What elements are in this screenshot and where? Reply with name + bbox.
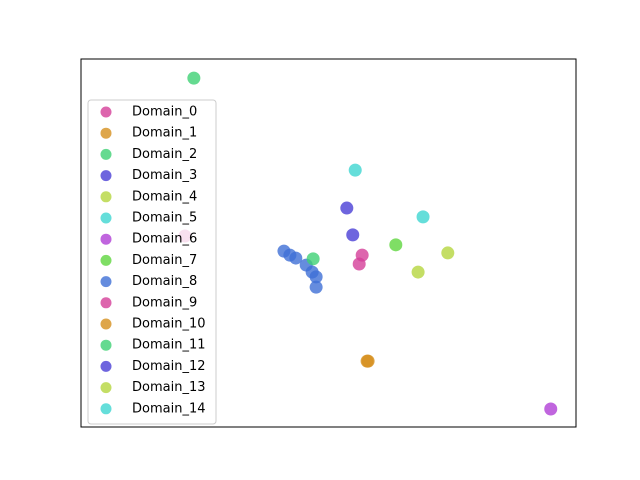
- point: [289, 251, 303, 265]
- point: [340, 201, 354, 215]
- point: [416, 210, 430, 224]
- legend-marker: [100, 382, 112, 394]
- legend-marker: [100, 360, 112, 372]
- legend-marker: [100, 276, 112, 288]
- legend-label: Domain_14: [132, 401, 206, 416]
- legend-marker: [100, 148, 112, 160]
- plot-frame: [80, 58, 577, 428]
- legend-label: Domain_13: [132, 380, 206, 395]
- legend-marker: [100, 106, 112, 118]
- legend-label: Domain_5: [132, 211, 197, 226]
- legend-label: Domain_7: [132, 253, 197, 268]
- legend-marker: [100, 254, 112, 266]
- legend-marker: [100, 127, 112, 139]
- legend-label: Domain_2: [132, 147, 197, 162]
- legend-label: Domain_8: [132, 274, 197, 289]
- legend-label: Domain_4: [132, 189, 197, 204]
- legend-marker: [100, 233, 112, 245]
- legend-marker: [100, 191, 112, 203]
- point: [346, 228, 360, 242]
- point: [389, 238, 403, 252]
- legend-marker: [100, 318, 112, 330]
- plot-points: [178, 71, 558, 416]
- point: [544, 402, 558, 416]
- point: [441, 246, 455, 260]
- legend-label: Domain_12: [132, 359, 206, 374]
- legend-marker: [100, 339, 112, 351]
- point: [309, 280, 323, 294]
- legend-label: Domain_11: [132, 338, 206, 353]
- legend-label: Domain_10: [132, 317, 206, 332]
- point: [187, 71, 201, 85]
- legend-marker: [100, 170, 112, 182]
- point: [348, 163, 362, 177]
- legend-label: Domain_0: [132, 105, 197, 120]
- point: [360, 354, 374, 368]
- legend-box: [87, 99, 217, 425]
- point: [411, 265, 425, 279]
- legend-label: Domain_1: [132, 126, 197, 141]
- legend-label: Domain_3: [132, 168, 197, 183]
- point: [306, 252, 320, 266]
- legend-marker: [100, 212, 112, 224]
- legend-marker: [100, 403, 112, 415]
- legend-marker: [100, 297, 112, 309]
- legend-label: Domain_9: [132, 295, 197, 310]
- legend-label: Domain_6: [132, 232, 197, 247]
- point: [309, 270, 323, 284]
- point: [355, 248, 369, 262]
- legend: Domain_0 Domain_1 Domain_2 Domain_3 Domain_4…: [87, 99, 217, 425]
